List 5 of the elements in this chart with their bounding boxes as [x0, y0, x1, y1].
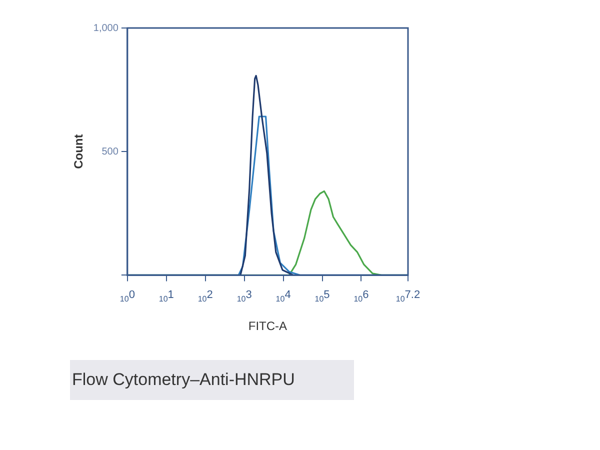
- text: Flow Cytometry–Anti-HNRPU: [70, 360, 354, 400]
- y-tick-label: 1,000: [93, 22, 119, 34]
- y-axis-title: Count: [72, 134, 86, 169]
- y-tick-label: 500: [102, 146, 119, 158]
- x-axis-title: FITC-A: [248, 319, 288, 334]
